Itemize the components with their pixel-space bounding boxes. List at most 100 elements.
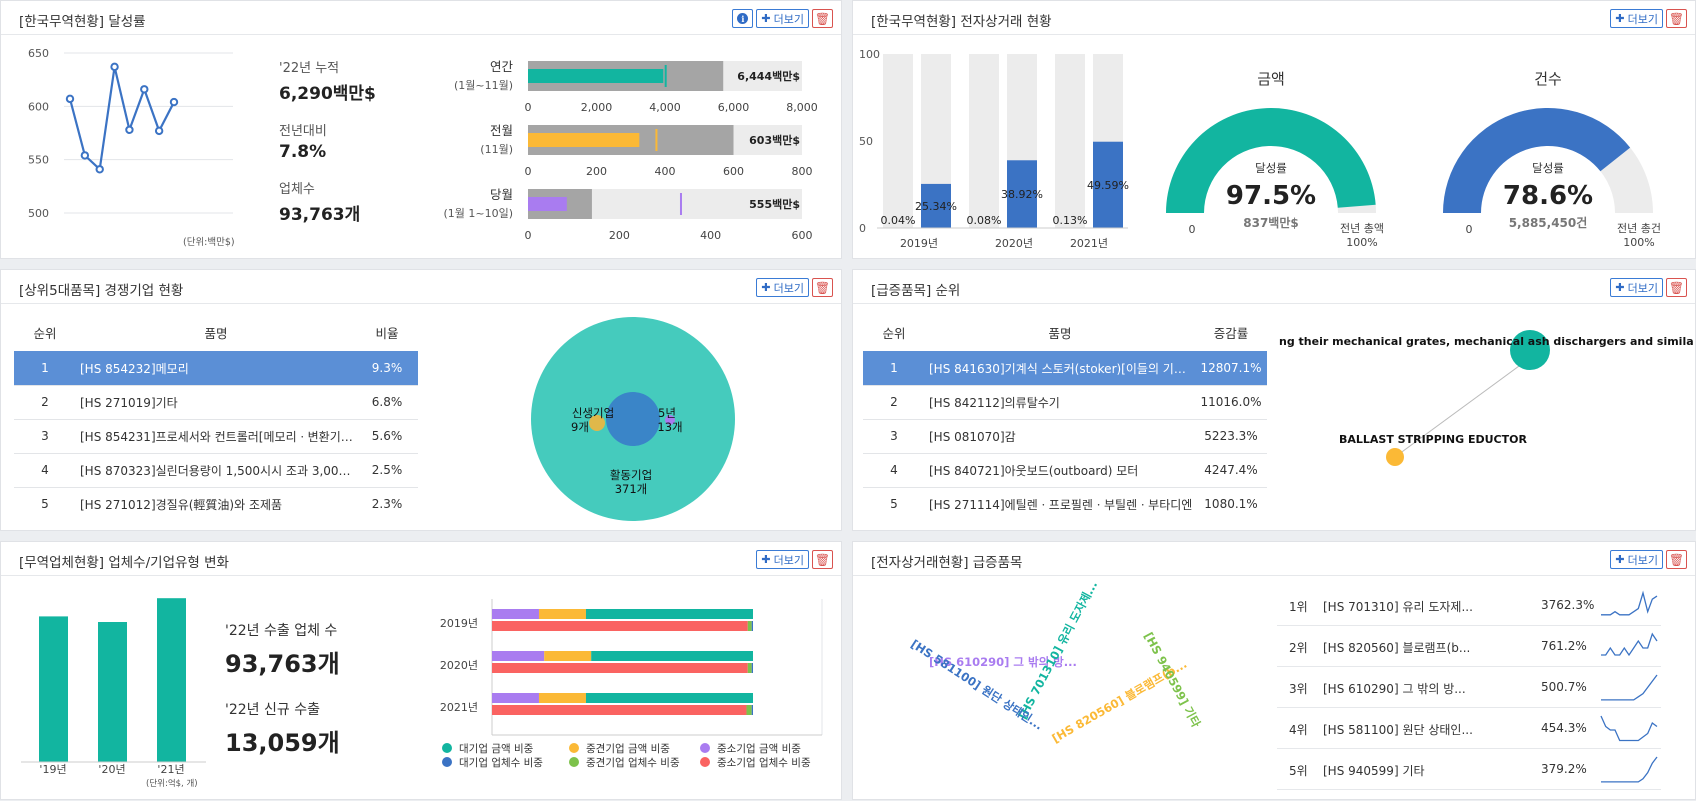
gauge-value: 78.6%	[1503, 181, 1593, 211]
item-name-cell: [HS 271114]에틸렌ㆍ프로필렌ㆍ부틸렌ㆍ부타디엔	[925, 487, 1195, 521]
list-item[interactable]: 3위[HS 610290] 그 밖의 방...500.7%	[1277, 667, 1661, 708]
item-name-cell: [HS 840721]아웃보드(outboard) 모터	[925, 453, 1195, 487]
stack-segment-count	[748, 621, 752, 631]
bar-actual	[528, 197, 567, 211]
x-tick-label: 4,000	[649, 101, 681, 114]
panel-company-types: [무역업체현황] 업체수/기업유형 변화 ✚더보기 🗑 '19년'20년'21년…	[0, 541, 842, 800]
delete-button[interactable]: 🗑	[1666, 550, 1687, 569]
col-header-rank: 순위	[863, 315, 925, 351]
sparkline	[1599, 629, 1659, 665]
bubble-count: 13개	[657, 420, 682, 434]
gauge-caption: 달성률	[1255, 161, 1287, 175]
ratio-cell: 1080.1%	[1195, 487, 1267, 521]
rank-label: 2위	[1289, 639, 1308, 656]
stack-segment-amount	[492, 651, 544, 661]
ratio-value: 761.2%	[1541, 639, 1587, 653]
sparkline-path	[1601, 675, 1657, 700]
bar-target-marker	[655, 129, 657, 151]
sparkline-path	[1601, 593, 1657, 615]
rank-cell: 4	[863, 453, 925, 487]
bar-row-label: 당월	[490, 187, 513, 202]
x-tick-label: 200	[586, 165, 607, 178]
panel-ecommerce-surge: [전자상거래현황] 급증품목 ✚더보기 🗑 [HS 610290] 그 밖의 방…	[852, 541, 1696, 800]
stack-segment-amount	[539, 609, 586, 619]
bar-actual	[528, 69, 663, 83]
gauge-max-caption: 전년 총액	[1340, 222, 1384, 235]
legend-swatch	[442, 757, 452, 767]
x-tick-label: 200	[609, 229, 630, 242]
list-item[interactable]: 1위[HS 701310] 유리 도자제...3762.3%	[1277, 585, 1661, 626]
list-item[interactable]: 2위[HS 820560] 블로램프(b...761.2%	[1277, 626, 1661, 667]
legend-swatch	[700, 743, 710, 753]
stack-segment-amount	[492, 693, 539, 703]
x-tick-label: 800	[792, 165, 813, 178]
stack-segment-amount	[544, 651, 591, 661]
gauge-subvalue: 837백만$	[1243, 215, 1298, 230]
delete-button[interactable]: 🗑	[1666, 278, 1687, 297]
y-tick-label: 2020년	[440, 659, 478, 672]
gauge-max-label: 100%	[1623, 236, 1654, 249]
x-tick-label: 0	[525, 229, 532, 242]
ratio-value: 379.2%	[1541, 762, 1587, 776]
list-item[interactable]: 4위[HS 581100] 원단 상태인...454.3%	[1277, 708, 1661, 749]
bar-row-sublabel: (1월~11월)	[454, 79, 513, 92]
legend-label: 대기업 업체수 비중	[459, 756, 543, 769]
bar-value-label: 6,444백만$	[737, 69, 800, 83]
panel-surge-items: [급증품목] 순위 ✚더보기 🗑 순위 품명 증감률 1[HS 841630]기…	[852, 269, 1696, 531]
bar-value-label: 555백만$	[749, 197, 800, 211]
stack-segment-amount	[591, 651, 753, 661]
x-tick-label: 8,000	[786, 101, 818, 114]
rank-cell: 2	[863, 385, 925, 419]
network-node	[1386, 448, 1404, 466]
gauge-subvalue: 5,885,450건	[1509, 215, 1588, 230]
stack-segment-count	[748, 663, 752, 673]
table-row[interactable]: 1[HS 841630]기계식 스토커(stoker)[이들의 기계식 화…12…	[863, 351, 1267, 385]
sparkline	[1599, 670, 1659, 706]
rank-label: 3위	[1289, 680, 1308, 697]
item-name-cell: [HS 842112]의류탈수기	[925, 385, 1195, 419]
x-tick-label: 600	[723, 165, 744, 178]
bar-row-label: 연간	[490, 59, 514, 74]
plus-icon: ✚	[1615, 553, 1624, 566]
sparkline	[1599, 711, 1659, 747]
gauge-value: 97.5%	[1226, 181, 1316, 211]
sparkline-path	[1601, 634, 1657, 655]
gauge-max-caption: 전년 총건	[1617, 222, 1661, 235]
col-header-name: 품명	[925, 315, 1195, 351]
rank-label: 5위	[1289, 762, 1308, 779]
gauge-title: 건수	[1534, 70, 1562, 88]
sparkline-path	[1601, 716, 1657, 741]
rank-cell: 5	[863, 487, 925, 521]
sparkline-path	[1601, 757, 1657, 782]
gauge-max-label: 100%	[1346, 236, 1377, 249]
panel-header: [급증품목] 순위 ✚더보기 🗑	[853, 270, 1695, 304]
x-tick-label: 0	[525, 101, 532, 114]
x-tick-label: 600	[792, 229, 813, 242]
legend-label: 중소기업 금액 비중	[717, 742, 801, 755]
legend-swatch	[569, 743, 579, 753]
word-cloud-term: [HS 581100] 원단 상태인...	[908, 637, 1045, 733]
more-button[interactable]: ✚더보기	[1610, 278, 1663, 297]
item-name: [HS 701310] 유리 도자제...	[1323, 598, 1473, 615]
ratio-cell: 5223.3%	[1195, 419, 1267, 453]
ratio-cell: 4247.4%	[1195, 453, 1267, 487]
ratio-value: 500.7%	[1541, 680, 1587, 694]
bar-row-sublabel: (11월)	[480, 143, 513, 156]
more-button[interactable]: ✚더보기	[1610, 550, 1663, 569]
rank-label: 1위	[1289, 598, 1308, 615]
stack-segment-count	[752, 705, 753, 715]
x-tick-label: 0	[525, 165, 532, 178]
stack-segment-count	[492, 705, 746, 715]
stack-segment-amount	[492, 609, 539, 619]
plus-icon: ✚	[1615, 281, 1624, 294]
bubble-label: 5년	[658, 406, 676, 420]
